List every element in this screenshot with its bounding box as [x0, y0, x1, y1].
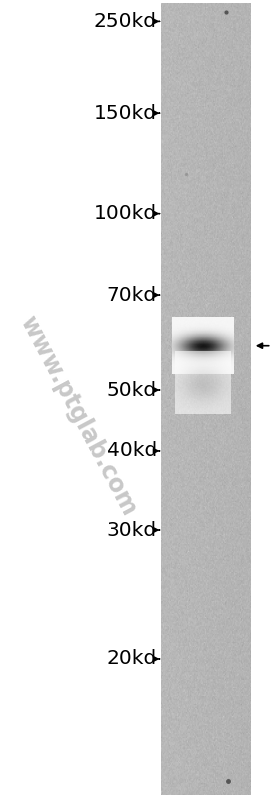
- Text: 50kd: 50kd: [107, 380, 160, 400]
- Text: 70kd: 70kd: [107, 285, 160, 304]
- Text: 20kd: 20kd: [107, 650, 160, 669]
- Text: 150kd: 150kd: [94, 104, 160, 123]
- Text: 250kd: 250kd: [94, 12, 160, 31]
- Text: 100kd: 100kd: [94, 204, 160, 223]
- Text: www.ptglab.com: www.ptglab.com: [15, 312, 141, 519]
- Text: 40kd: 40kd: [107, 441, 160, 460]
- Text: 30kd: 30kd: [107, 520, 160, 539]
